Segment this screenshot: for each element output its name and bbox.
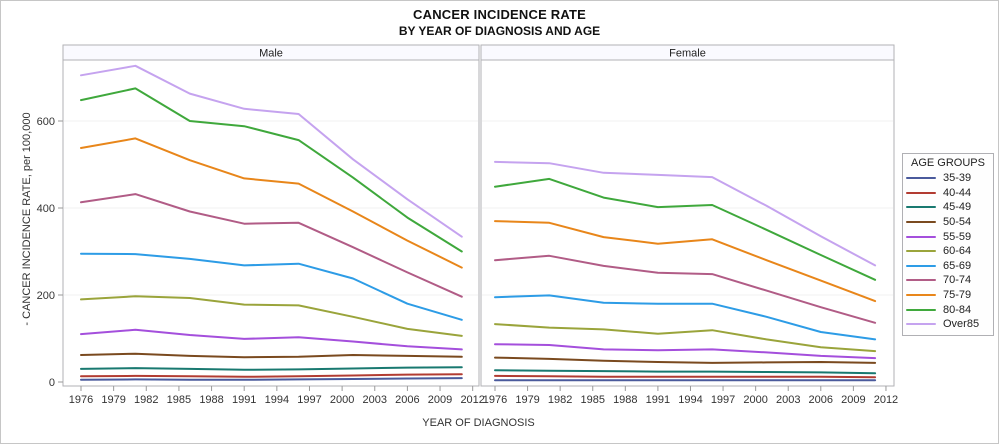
x-tick-label-female: 2009: [841, 394, 865, 406]
chart-title: CANCER INCIDENCE RATE BY YEAR OF DIAGNOS…: [1, 7, 998, 38]
x-tick-label-male: 1991: [232, 394, 256, 406]
legend-title: AGE GROUPS: [911, 157, 985, 169]
chart-title-line1: CANCER INCIDENCE RATE: [413, 7, 586, 22]
legend-label-70-74: 70-74: [943, 274, 972, 287]
x-tick-label-female: 1979: [515, 394, 539, 406]
legend-item-80-84: 80-84: [906, 302, 990, 317]
x-tick-label-male: 1994: [265, 394, 289, 406]
x-tick-label-female: 1985: [580, 394, 604, 406]
legend-label-60-64: 60-64: [943, 245, 972, 258]
series-line-50-54-male: [80, 352, 463, 359]
series-line-60-64-male: [80, 295, 463, 337]
series-line-Over85-male: [80, 64, 463, 238]
series-line-80-84-male: [80, 87, 463, 253]
x-tick-label-male: 2000: [330, 394, 354, 406]
series-line-75-79-female: [494, 220, 877, 303]
legend-label-50-54: 50-54: [943, 216, 972, 229]
series-line-70-74-male: [80, 193, 463, 298]
series-line-55-59-male: [80, 328, 463, 351]
x-tick-label-female: 1997: [711, 394, 735, 406]
legend-label-65-69: 65-69: [943, 259, 972, 272]
panel-header-label-male: Male: [259, 48, 283, 60]
legend-swatch-75-79: [906, 294, 936, 297]
y-tick-label: 200: [37, 290, 55, 302]
x-tick-label-male: 1985: [167, 394, 191, 406]
x-tick-label-female: 1982: [548, 394, 572, 406]
legend-item-65-69: 65-69: [906, 259, 990, 274]
legend-swatch-Over85: [906, 323, 936, 326]
legend-swatch-70-74: [906, 279, 936, 282]
x-tick-label-female: 1976: [483, 394, 507, 406]
series-line-45-49-male: [80, 366, 463, 371]
x-tick-label-male: 2009: [428, 394, 452, 406]
x-tick-label-male: 1997: [297, 394, 321, 406]
legend-swatch-60-64: [906, 250, 936, 253]
x-axis-label: YEAR OF DIAGNOSIS: [422, 417, 535, 429]
legend-item-Over85: Over85: [906, 317, 990, 332]
legend-item-70-74: 70-74: [906, 273, 990, 288]
legend-label-40-44: 40-44: [943, 186, 972, 199]
legend-swatch-40-44: [906, 191, 936, 194]
series-line-80-84-female: [494, 177, 877, 281]
legend-swatch-80-84: [906, 308, 936, 311]
series-line-45-49-female: [494, 369, 877, 375]
legend-item-75-79: 75-79: [906, 288, 990, 303]
series-line-50-54-female: [494, 356, 877, 364]
legend-swatch-50-54: [906, 221, 936, 224]
legend-item-45-49: 45-49: [906, 200, 990, 215]
x-tick-label-female: 2012: [874, 394, 898, 406]
legend-label-75-79: 75-79: [943, 289, 972, 302]
x-tick-label-male: 1979: [101, 394, 125, 406]
series-line-55-59-female: [494, 343, 877, 360]
legend-label-Over85: Over85: [943, 318, 980, 331]
x-tick-label-male: 2003: [363, 394, 387, 406]
series-line-65-69-female: [494, 294, 877, 341]
series-line-60-64-female: [494, 323, 877, 353]
x-tick-label-female: 1991: [646, 394, 670, 406]
panel-header-label-female: Female: [669, 48, 706, 60]
series-line-65-69-male: [80, 252, 463, 321]
x-tick-label-female: 2003: [776, 394, 800, 406]
legend-label-35-39: 35-39: [943, 172, 972, 185]
legend-swatch-55-59: [906, 235, 936, 238]
legend-label-80-84: 80-84: [943, 303, 972, 316]
chart-title-line2: BY YEAR OF DIAGNOSIS AND AGE: [398, 24, 601, 38]
legend-label-45-49: 45-49: [943, 201, 972, 214]
x-tick-label-male: 1988: [199, 394, 223, 406]
legend-label-55-59: 55-59: [943, 230, 972, 243]
legend-item-60-64: 60-64: [906, 244, 990, 259]
legend-item-40-44: 40-44: [906, 186, 990, 201]
legend-item-35-39: 35-39: [906, 171, 990, 186]
legend-box: AGE GROUPS 35-39 40-44 45-49 50-54 55-59 60-6…: [902, 153, 994, 336]
legend-swatch-45-49: [906, 206, 936, 209]
legend-swatch-65-69: [906, 264, 936, 267]
legend-item-50-54: 50-54: [906, 215, 990, 230]
legend-item-55-59: 55-59: [906, 229, 990, 244]
series-line-35-39-male: [80, 377, 463, 381]
legend-list: 35-39 40-44 45-49 50-54 55-59 60-64 65-69 70-74…: [906, 171, 990, 332]
series-line-40-44-female: [494, 374, 877, 379]
y-tick-label: 600: [37, 116, 55, 128]
x-tick-label-female: 2000: [743, 394, 767, 406]
x-tick-label-male: 1976: [69, 394, 93, 406]
y-tick-label: 400: [37, 203, 55, 215]
x-tick-label-male: 2006: [395, 394, 419, 406]
x-tick-label-female: 2006: [809, 394, 833, 406]
series-line-Over85-female: [494, 160, 877, 267]
x-tick-label-female: 1988: [613, 394, 637, 406]
series-line-40-44-male: [80, 373, 463, 378]
legend-swatch-35-39: [906, 177, 936, 180]
series-line-70-74-female: [494, 254, 877, 324]
x-tick-label-male: 1982: [134, 394, 158, 406]
x-tick-label-male: 2012: [460, 394, 484, 406]
x-tick-label-female: 1994: [678, 394, 702, 406]
series-line-75-79-male: [80, 137, 463, 269]
y-tick-label: 0: [49, 377, 55, 389]
